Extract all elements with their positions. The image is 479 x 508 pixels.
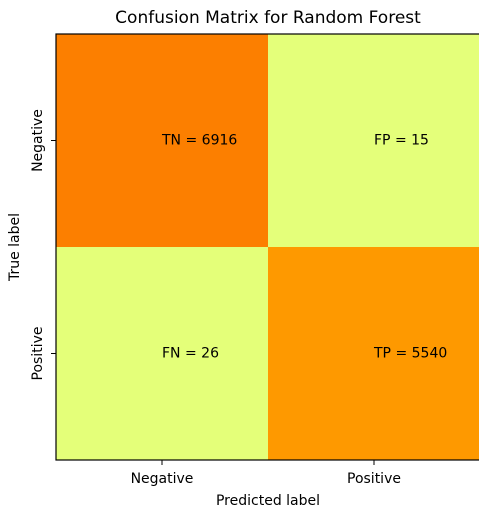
heatmap-cell — [56, 34, 268, 247]
cell-label: FP = 15 — [374, 133, 429, 149]
heatmap-cell — [268, 247, 479, 460]
cell-label: TN = 6916 — [161, 133, 237, 149]
heatmap-cell — [56, 247, 268, 460]
y-tick-label: Negative — [30, 109, 46, 172]
cell-label: FN = 26 — [162, 346, 219, 362]
x-tick-label: Negative — [131, 471, 194, 487]
plot-frame — [55, 33, 479, 461]
chart-title: Confusion Matrix for Random Forest — [115, 8, 421, 28]
y-axis-label: True label — [7, 213, 23, 282]
cell-label: TP = 5540 — [373, 346, 447, 362]
x-tick-label: Positive — [347, 471, 401, 487]
heatmap-cell — [268, 34, 479, 247]
x-axis-label: Predicted label — [216, 493, 320, 508]
y-tick-label: Positive — [30, 327, 46, 381]
